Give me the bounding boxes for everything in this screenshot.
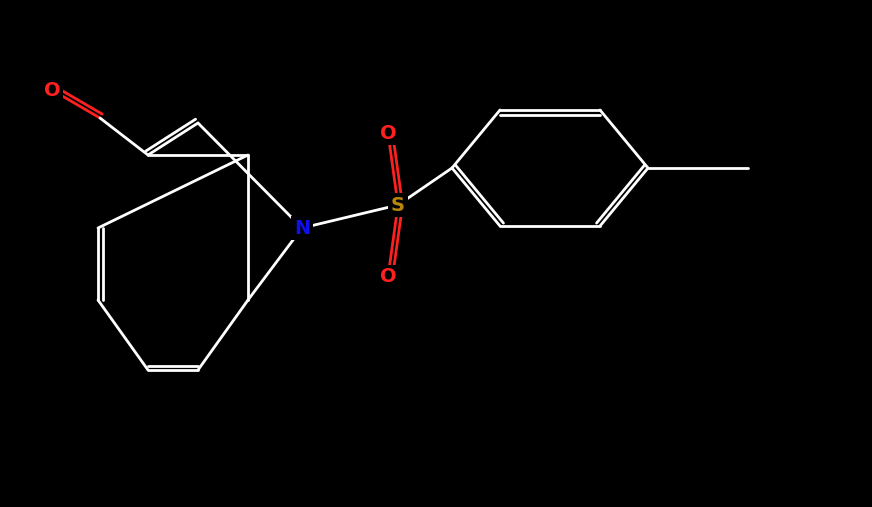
Text: N: N bbox=[294, 219, 310, 237]
Text: O: O bbox=[379, 268, 396, 286]
Text: S: S bbox=[391, 196, 405, 214]
Text: O: O bbox=[379, 124, 396, 142]
Text: O: O bbox=[44, 81, 60, 99]
